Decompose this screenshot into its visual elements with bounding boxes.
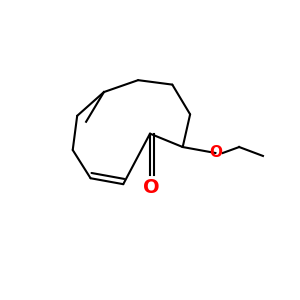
Text: O: O xyxy=(143,178,160,197)
Text: O: O xyxy=(209,146,222,160)
